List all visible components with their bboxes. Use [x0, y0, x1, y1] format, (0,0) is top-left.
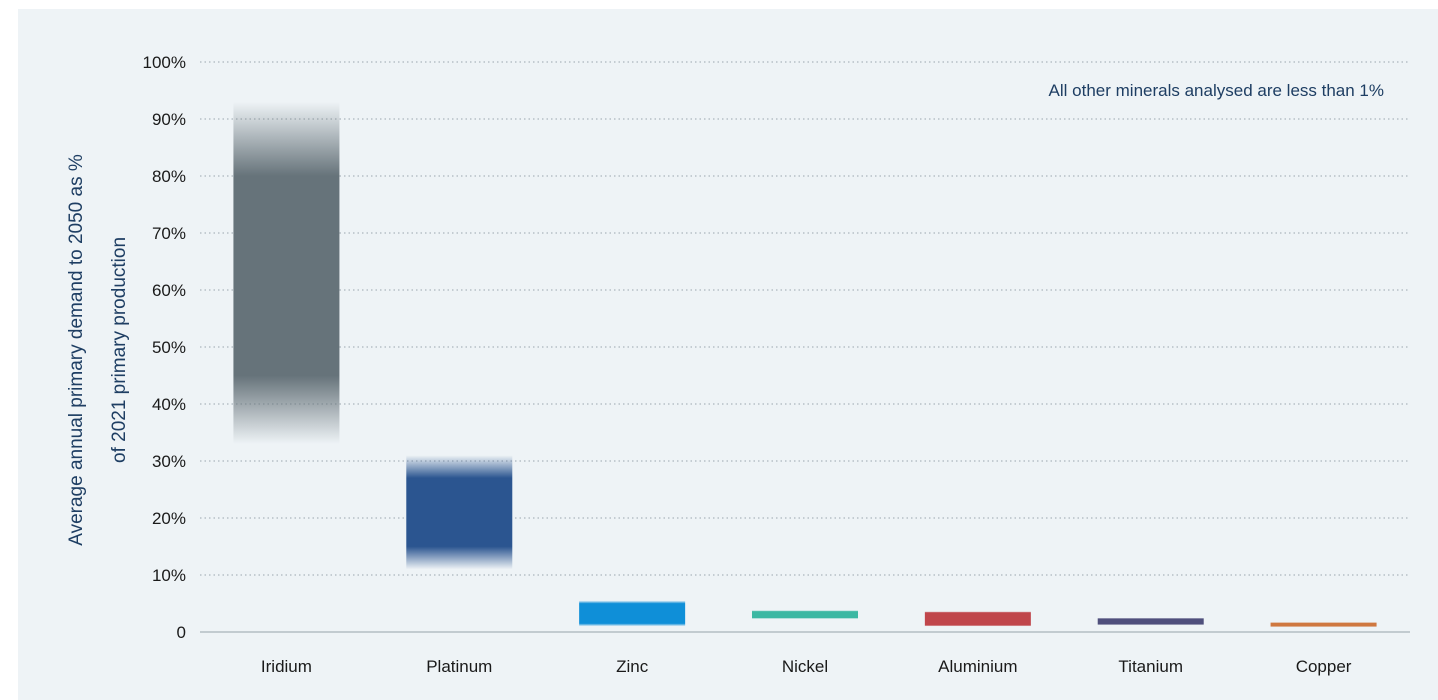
x-tick-label: Zinc: [616, 657, 649, 676]
bar-zinc: [579, 600, 686, 627]
chart-annotation: All other minerals analysed are less tha…: [1049, 81, 1384, 100]
x-tick-label: Copper: [1296, 657, 1352, 676]
y-tick-label: 60%: [152, 281, 186, 300]
y-tick-label: 30%: [152, 452, 186, 471]
y-tick-label: 50%: [152, 338, 186, 357]
x-tick-label: Titanium: [1118, 657, 1183, 676]
y-tick-label: 0: [177, 623, 186, 642]
y-tick-label: 70%: [152, 224, 186, 243]
y-tick-label: 80%: [152, 167, 186, 186]
x-tick-label: Aluminium: [938, 657, 1017, 676]
y-tick-label: 20%: [152, 509, 186, 528]
y-tick-label: 40%: [152, 395, 186, 414]
bar-platinum: [406, 455, 513, 570]
bar-aluminium: [924, 611, 1031, 627]
bar-nickel: [752, 610, 858, 619]
y-axis-label-line-2: of 2021 primary production: [109, 237, 130, 463]
x-tick-label: Nickel: [782, 657, 828, 676]
y-axis-label-line-1: Average annual primary demand to 2050 as…: [66, 154, 87, 546]
bar-titanium: [1097, 617, 1204, 626]
bar-copper: [1270, 622, 1377, 627]
y-tick-label: 100%: [143, 53, 186, 72]
bar-iridium: [233, 101, 340, 444]
x-tick-label: Platinum: [426, 657, 492, 676]
y-tick-label: 10%: [152, 566, 186, 585]
x-tick-label: Iridium: [261, 657, 312, 676]
y-tick-label: 90%: [152, 110, 186, 129]
